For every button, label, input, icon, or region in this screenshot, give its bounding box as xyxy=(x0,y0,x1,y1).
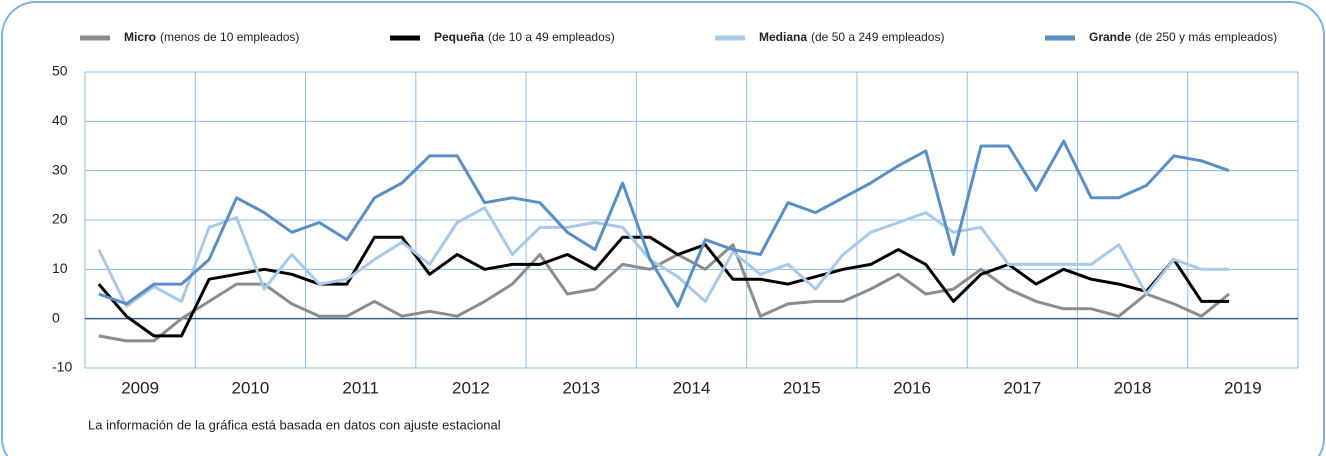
x-tick-label: 2009 xyxy=(121,378,159,397)
legend-name: Mediana xyxy=(759,30,807,44)
x-tick-label: 2014 xyxy=(673,378,711,397)
series-line xyxy=(97,206,1230,308)
y-tick-label: -10 xyxy=(52,359,72,375)
x-tick-label: 2015 xyxy=(783,378,821,397)
legend-note: (menos de 10 empleados) xyxy=(160,30,299,44)
x-tick-label: 2017 xyxy=(1003,378,1041,397)
y-tick-label: 30 xyxy=(52,161,68,177)
legend-label: Mediana (de 50 a 249 empleados) xyxy=(759,30,944,44)
y-tick-label: 40 xyxy=(52,112,68,128)
x-tick-label: 2013 xyxy=(562,378,600,397)
legend-note: (de 10 a 49 empleados) xyxy=(488,30,615,44)
y-tick-label: 10 xyxy=(52,260,68,276)
legend-name: Micro xyxy=(124,30,156,44)
x-tick-label: 2012 xyxy=(452,378,490,397)
y-tick-label: 20 xyxy=(52,211,68,227)
series-line xyxy=(97,235,1230,338)
legend-label: Grande (de 250 y más empleados) xyxy=(1089,30,1277,44)
legend-name: Pequeña xyxy=(434,30,484,44)
series-line xyxy=(98,139,1230,308)
y-tick-label: 0 xyxy=(52,309,60,325)
series-line xyxy=(98,243,1231,343)
footnote: La información de la gráfica está basada… xyxy=(88,417,501,432)
x-tick-label: 2011 xyxy=(342,378,379,397)
y-tick-label: 50 xyxy=(52,63,68,79)
legend-note: (de 250 y más empleados) xyxy=(1135,30,1277,44)
x-tick-label: 2010 xyxy=(231,378,269,397)
x-tick-label: 2016 xyxy=(893,378,931,397)
legend-note: (de 50 a 249 empleados) xyxy=(811,30,944,44)
x-tick-label: 2018 xyxy=(1114,378,1152,397)
legend-label: Micro (menos de 10 empleados) xyxy=(124,30,299,44)
x-tick-label: 2019 xyxy=(1224,378,1262,397)
legend-name: Grande xyxy=(1089,30,1131,44)
legend-label: Pequeña (de 10 a 49 empleados) xyxy=(434,30,615,44)
